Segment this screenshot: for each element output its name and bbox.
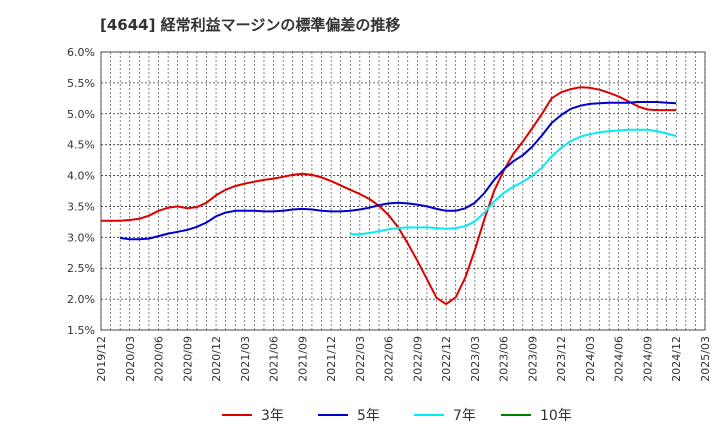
y-tick-label: 5.0%: [67, 108, 95, 121]
x-tick-label: 2024/06: [613, 336, 626, 382]
x-tick-label: 2020/06: [153, 336, 166, 382]
y-tick-label: 6.0%: [67, 46, 95, 59]
x-tick-label: 2021/09: [296, 336, 309, 382]
x-tick-label: 2020/09: [181, 336, 194, 382]
chart-title: [4644] 経常利益マージンの標準偏差の推移: [100, 16, 401, 34]
legend-label: 3年: [261, 408, 284, 424]
y-tick-label: 2.0%: [67, 293, 95, 306]
x-tick-label: 2023/09: [526, 336, 539, 382]
series-line: [350, 128, 677, 236]
x-tick-label: 2021/06: [268, 336, 281, 382]
y-tick-label: 3.0%: [67, 231, 95, 244]
x-tick-label: 2024/12: [670, 336, 683, 382]
y-tick-label: 2.5%: [67, 262, 95, 275]
x-tick-label: 2020/03: [124, 336, 137, 382]
plot-area: [100, 51, 706, 331]
x-tick-label: 2023/03: [469, 336, 482, 382]
x-tick-label: 2024/03: [584, 336, 597, 382]
x-tick-label: 2020/12: [210, 336, 223, 382]
y-tick-label: 5.5%: [67, 77, 95, 90]
x-tick-label: 2025/03: [699, 336, 712, 382]
x-tick-label: 2019/12: [95, 336, 108, 382]
y-tick-label: 3.5%: [67, 200, 95, 213]
series-line: [120, 101, 677, 241]
x-tick-label: 2023/06: [498, 336, 511, 382]
legend-label: 5年: [357, 408, 380, 424]
x-tick-label: 2023/12: [555, 336, 568, 382]
x-tick-label: 2021/03: [239, 336, 252, 382]
x-tick-label: 2022/06: [383, 336, 396, 382]
series-line: [101, 86, 677, 306]
x-tick-label: 2022/09: [411, 336, 424, 382]
y-tick-label: 1.5%: [67, 324, 95, 337]
legend-label: 7年: [453, 408, 476, 424]
y-tick-label: 4.5%: [67, 139, 95, 152]
x-tick-label: 2022/03: [354, 336, 367, 382]
x-tick-label: 2024/09: [641, 336, 654, 382]
x-tick-label: 2022/12: [440, 336, 453, 382]
y-tick-label: 4.0%: [67, 170, 95, 183]
legend-label: 10年: [540, 408, 572, 424]
x-tick-label: 2021/12: [325, 336, 338, 382]
